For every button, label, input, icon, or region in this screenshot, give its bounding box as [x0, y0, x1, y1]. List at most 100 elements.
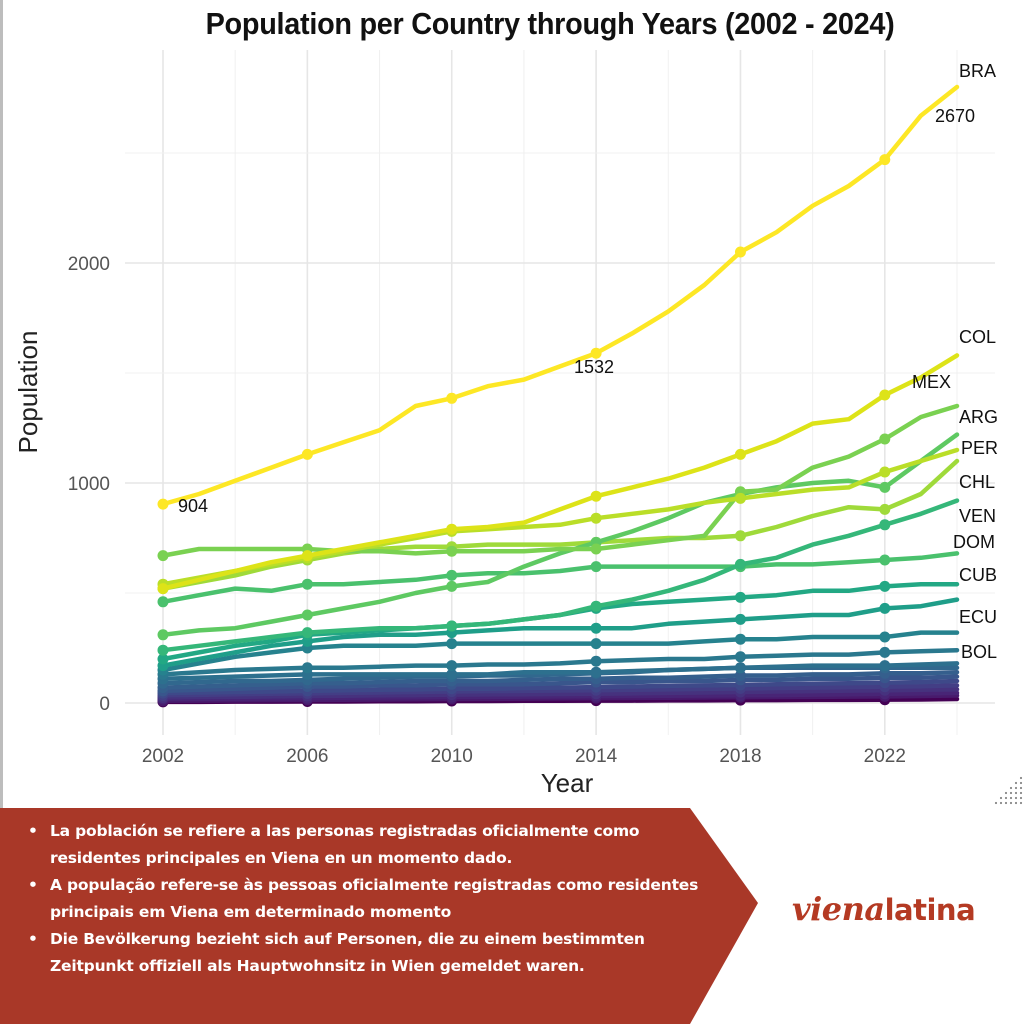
series-line	[160, 661, 960, 682]
series-ven	[157, 498, 960, 656]
data-point	[879, 389, 891, 401]
series-line	[160, 674, 960, 694]
notes-banner	[0, 808, 758, 1024]
series-label-mex: MEX	[912, 372, 951, 392]
series-line	[160, 498, 960, 653]
data-point	[734, 448, 746, 460]
data-point	[879, 631, 891, 643]
data-point	[879, 481, 891, 493]
data-point	[446, 668, 458, 680]
series-line	[160, 551, 960, 605]
value-annotation: 904	[178, 496, 208, 516]
data-point	[734, 558, 746, 570]
y-tick-label: 2000	[68, 254, 110, 275]
data-point	[301, 609, 313, 621]
data-point	[157, 644, 169, 656]
data-point	[734, 670, 746, 681]
y-axis-label: Population	[13, 331, 43, 454]
notes-list: • La población se refiere a las personas …	[28, 818, 708, 980]
series-label-bra: BRA	[959, 61, 996, 81]
left-border	[0, 0, 3, 808]
data-point	[157, 629, 169, 641]
logo-viena: viena	[792, 890, 885, 928]
series-line	[160, 432, 960, 638]
data-point	[734, 492, 746, 504]
x-tick-label: 2014	[575, 746, 618, 767]
series-label-bol: BOL	[961, 642, 997, 662]
chart-title: Population per Country through Years (20…	[205, 6, 895, 41]
data-point	[157, 550, 169, 562]
series-bra	[157, 84, 960, 510]
data-point	[446, 392, 458, 404]
data-point	[446, 545, 458, 557]
data-point	[446, 523, 458, 535]
data-point	[301, 627, 313, 639]
series-dom	[157, 551, 960, 608]
note-text: A população refere-se às pessoas oficial…	[50, 876, 699, 921]
x-tick-label: 2022	[864, 746, 906, 767]
data-point	[590, 666, 602, 678]
data-point	[879, 554, 891, 566]
series-layer	[157, 84, 960, 708]
data-point	[301, 662, 313, 674]
data-point	[734, 246, 746, 258]
data-point	[446, 580, 458, 592]
series-label-dom: DOM	[953, 532, 995, 552]
x-tick-label: 2006	[286, 746, 328, 767]
data-point	[879, 519, 891, 531]
x-tick-label: 2002	[142, 746, 184, 767]
series-line	[160, 353, 960, 591]
x-tick-label: 2010	[431, 746, 473, 767]
data-point	[301, 578, 313, 590]
note-german: • Die Bevölkerung bezieht sich auf Person…	[28, 926, 708, 980]
data-point	[879, 466, 891, 478]
data-point	[446, 569, 458, 581]
data-point	[590, 655, 602, 667]
series-line	[160, 597, 960, 668]
data-point	[590, 600, 602, 612]
bullet-icon: •	[28, 876, 38, 894]
data-point	[446, 620, 458, 632]
data-point	[879, 154, 891, 166]
data-point	[734, 613, 746, 625]
data-point	[590, 347, 602, 359]
data-point	[734, 633, 746, 645]
data-point	[590, 512, 602, 524]
series-line	[160, 683, 960, 698]
series-mex	[157, 447, 960, 590]
line-chart: BRA COL MEX ARG PER CHL VEN DOM CUB ECU BOL 904 1532…	[13, 50, 998, 798]
series-line	[160, 403, 960, 558]
value-annotation: 1532	[574, 357, 614, 377]
data-point	[590, 638, 602, 650]
note-portuguese: • A população refere-se às pessoas oficia…	[28, 872, 708, 926]
data-point	[879, 660, 891, 672]
labels-layer: BRA COL MEX ARG PER CHL VEN DOM CUB ECU BOL 904 1532…	[178, 61, 998, 662]
series-label-ven: VEN	[959, 506, 996, 526]
note-text: Die Bevölkerung bezieht sich auf Persone…	[50, 930, 645, 975]
y-tick-label: 1000	[68, 474, 110, 495]
data-point	[879, 433, 891, 445]
series-col	[157, 353, 960, 595]
series-label-per: PER	[961, 438, 998, 458]
series-line	[160, 84, 960, 507]
series-line	[160, 678, 960, 696]
series-line	[160, 630, 960, 673]
data-point	[734, 651, 746, 663]
data-point	[879, 602, 891, 614]
value-annotation: 2670	[935, 106, 975, 126]
data-point	[879, 503, 891, 515]
series-label-col: COL	[959, 327, 996, 347]
vienalatina-logo: vienalatina	[792, 890, 976, 928]
x-tick-label: 2018	[719, 746, 761, 767]
series-label-cub: CUB	[959, 565, 997, 585]
x-axis-label: Year	[541, 768, 594, 798]
footer: • La población se refiere a las personas …	[0, 808, 1024, 1024]
note-spanish: • La población se refiere a las personas …	[28, 818, 708, 872]
data-point	[734, 662, 746, 674]
data-point	[446, 638, 458, 650]
data-point	[446, 660, 458, 672]
data-point	[879, 646, 891, 658]
series-label-ecu: ECU	[959, 607, 997, 627]
series-label-arg: ARG	[959, 407, 998, 427]
data-point	[157, 583, 169, 595]
